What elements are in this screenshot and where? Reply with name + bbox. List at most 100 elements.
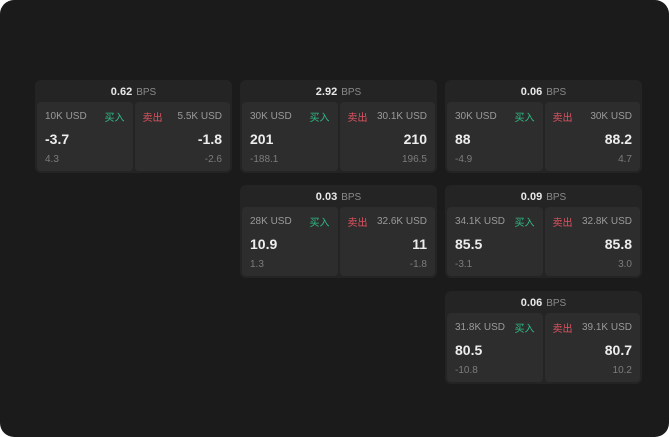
sell-price: 210 bbox=[403, 131, 427, 147]
buy-sub-value: 4.3 bbox=[45, 154, 59, 165]
buy-size: 10K USD bbox=[45, 111, 87, 122]
sell-size: 30K USD bbox=[590, 111, 632, 122]
sell-sub-value: -2.6 bbox=[204, 154, 222, 165]
spread-value: 2.92 bbox=[315, 86, 338, 98]
buy-panel[interactable]: 30K USD 买入 201 -188.1 bbox=[242, 102, 338, 171]
quote-card: 2.92 BPS 30K USD 买入 201 -188.1 卖出 30.1K … bbox=[240, 80, 437, 173]
sell-panel-top: 卖出 32.6K USD bbox=[348, 214, 428, 229]
sell-panel-top: 卖出 39.1K USD bbox=[553, 320, 633, 335]
sell-price: 11 bbox=[412, 236, 427, 252]
buy-label: 买入 bbox=[309, 218, 330, 229]
buy-panel[interactable]: 34.1K USD 买入 85.5 -3.1 bbox=[447, 207, 543, 276]
buy-label: 买入 bbox=[514, 324, 535, 335]
quote-panels: 28K USD 买入 10.9 1.3 卖出 32.6K USD 11 -1.8 bbox=[242, 207, 435, 276]
buy-panel[interactable]: 28K USD 买入 10.9 1.3 bbox=[242, 207, 338, 276]
spread-value: 0.03 bbox=[315, 191, 338, 203]
buy-sub-value: -10.8 bbox=[455, 365, 478, 376]
quote-card: 0.06 BPS 30K USD 买入 88 -4.9 卖出 30K USD 8… bbox=[445, 80, 642, 173]
spread-header: 0.62 BPS bbox=[37, 82, 230, 102]
sell-price: 85.8 bbox=[604, 236, 632, 252]
sell-label: 卖出 bbox=[347, 113, 368, 124]
buy-label: 买入 bbox=[309, 113, 330, 124]
buy-panel-top: 30K USD 买入 bbox=[455, 109, 535, 124]
spread-unit: BPS bbox=[341, 86, 362, 98]
quote-panels: 10K USD 买入 -3.7 4.3 卖出 5.5K USD -1.8 -2.… bbox=[37, 102, 230, 171]
buy-sub-value: 1.3 bbox=[250, 259, 264, 270]
buy-panel-top: 31.8K USD 买入 bbox=[455, 320, 535, 335]
sell-panel-top: 卖出 5.5K USD bbox=[143, 109, 223, 124]
buy-panel[interactable]: 31.8K USD 买入 80.5 -10.8 bbox=[447, 313, 543, 382]
buy-price: -3.7 bbox=[45, 131, 70, 147]
sell-label: 卖出 bbox=[552, 218, 573, 229]
spread-value: 0.62 bbox=[110, 86, 133, 98]
spread-value: 0.06 bbox=[520, 297, 543, 309]
sell-price: 88.2 bbox=[604, 131, 632, 147]
buy-panel-top: 34.1K USD 买入 bbox=[455, 214, 535, 229]
buy-panel-top: 30K USD 买入 bbox=[250, 109, 330, 124]
buy-label: 买入 bbox=[514, 113, 535, 124]
sell-sub-value: -1.8 bbox=[409, 259, 427, 270]
spread-unit: BPS bbox=[546, 297, 567, 309]
buy-price: 201 bbox=[250, 131, 274, 147]
sell-panel-top: 卖出 30K USD bbox=[553, 109, 633, 124]
sell-panel[interactable]: 卖出 39.1K USD 80.7 10.2 bbox=[544, 313, 640, 382]
buy-size: 28K USD bbox=[250, 216, 292, 227]
spread-unit: BPS bbox=[136, 86, 157, 98]
buy-price: 80.5 bbox=[455, 342, 483, 358]
sell-sub-value: 4.7 bbox=[618, 154, 632, 165]
sell-size: 32.8K USD bbox=[581, 216, 632, 227]
buy-price: 88 bbox=[455, 131, 471, 147]
buy-panel[interactable]: 30K USD 买入 88 -4.9 bbox=[447, 102, 543, 171]
buy-size: 30K USD bbox=[455, 111, 497, 122]
spread-unit: BPS bbox=[546, 191, 567, 203]
sell-size: 39.1K USD bbox=[581, 322, 632, 333]
spread-header: 0.06 BPS bbox=[447, 293, 640, 313]
buy-size: 30K USD bbox=[250, 111, 292, 122]
sell-sub-value: 3.0 bbox=[618, 259, 632, 270]
spread-unit: BPS bbox=[341, 191, 362, 203]
spread-header: 2.92 BPS bbox=[242, 82, 435, 102]
sell-panel[interactable]: 卖出 32.8K USD 85.8 3.0 bbox=[544, 207, 640, 276]
buy-size: 31.8K USD bbox=[455, 322, 506, 333]
quote-card: 0.62 BPS 10K USD 买入 -3.7 4.3 卖出 5.5K USD… bbox=[35, 80, 232, 173]
buy-panel[interactable]: 10K USD 买入 -3.7 4.3 bbox=[37, 102, 133, 171]
buy-sub-value: -3.1 bbox=[455, 259, 473, 270]
sell-size: 30.1K USD bbox=[376, 111, 427, 122]
sell-panel-top: 卖出 30.1K USD bbox=[348, 109, 428, 124]
sell-label: 卖出 bbox=[142, 113, 163, 124]
sell-label: 卖出 bbox=[552, 113, 573, 124]
spread-value: 0.06 bbox=[520, 86, 543, 98]
sell-label: 卖出 bbox=[347, 218, 368, 229]
sell-sub-value: 10.2 bbox=[612, 365, 632, 376]
sell-size: 32.6K USD bbox=[376, 216, 427, 227]
sell-price: 80.7 bbox=[604, 342, 632, 358]
spread-value: 0.09 bbox=[520, 191, 543, 203]
sell-label: 卖出 bbox=[552, 324, 573, 335]
buy-price: 85.5 bbox=[455, 236, 483, 252]
quote-panels: 30K USD 买入 88 -4.9 卖出 30K USD 88.2 4.7 bbox=[447, 102, 640, 171]
buy-sub-value: -4.9 bbox=[455, 154, 473, 165]
buy-panel-top: 10K USD 买入 bbox=[45, 109, 125, 124]
quote-panels: 30K USD 买入 201 -188.1 卖出 30.1K USD 210 1… bbox=[242, 102, 435, 171]
sell-panel[interactable]: 卖出 32.6K USD 11 -1.8 bbox=[339, 207, 435, 276]
buy-price: 10.9 bbox=[250, 236, 278, 252]
quote-panels: 34.1K USD 买入 85.5 -3.1 卖出 32.8K USD 85.8… bbox=[447, 207, 640, 276]
sell-panel[interactable]: 卖出 30K USD 88.2 4.7 bbox=[544, 102, 640, 171]
buy-label: 买入 bbox=[514, 218, 535, 229]
sell-size: 5.5K USD bbox=[177, 111, 222, 122]
quote-card: 0.03 BPS 28K USD 买入 10.9 1.3 卖出 32.6K US… bbox=[240, 185, 437, 278]
buy-panel-top: 28K USD 买入 bbox=[250, 214, 330, 229]
sell-panel-top: 卖出 32.8K USD bbox=[553, 214, 633, 229]
quote-card: 0.06 BPS 31.8K USD 买入 80.5 -10.8 卖出 39.1… bbox=[445, 291, 642, 384]
buy-sub-value: -188.1 bbox=[250, 154, 279, 165]
sell-price: -1.8 bbox=[197, 131, 222, 147]
spread-header: 0.09 BPS bbox=[447, 187, 640, 207]
spread-header: 0.06 BPS bbox=[447, 82, 640, 102]
sell-panel[interactable]: 卖出 5.5K USD -1.8 -2.6 bbox=[134, 102, 230, 171]
quote-card: 0.09 BPS 34.1K USD 买入 85.5 -3.1 卖出 32.8K… bbox=[445, 185, 642, 278]
sell-panel[interactable]: 卖出 30.1K USD 210 196.5 bbox=[339, 102, 435, 171]
sell-sub-value: 196.5 bbox=[401, 154, 427, 165]
spread-unit: BPS bbox=[546, 86, 567, 98]
spread-header: 0.03 BPS bbox=[242, 187, 435, 207]
